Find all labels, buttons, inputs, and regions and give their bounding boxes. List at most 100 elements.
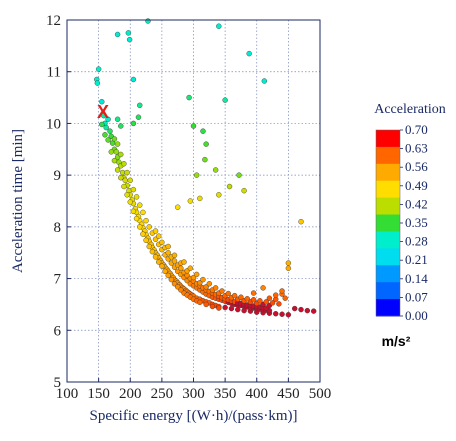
y-tick-label: 9 [54, 168, 62, 184]
colorbar-tick-label: 0.28 [405, 234, 428, 249]
scatter-point [202, 156, 208, 163]
colorbar-tick-label: 0.21 [405, 252, 428, 267]
scatter-point [216, 23, 222, 29]
scatter-point [145, 18, 151, 24]
scatter-point [263, 299, 269, 305]
scatter-point [118, 123, 124, 129]
scatter-point [266, 295, 273, 301]
scatter-point [114, 167, 121, 173]
scatter-point [219, 288, 225, 294]
scatter-point [118, 151, 124, 158]
scatter-point [285, 312, 292, 318]
marker-x-label: X [97, 102, 109, 122]
scatter-point [285, 265, 292, 271]
scatter-point [135, 114, 142, 120]
x-tick-label: 300 [182, 386, 205, 402]
scatter-point [156, 259, 162, 265]
scatter-point [137, 224, 143, 230]
scatter-point [130, 208, 137, 215]
scatter-point [121, 183, 127, 190]
scatter-point [111, 136, 118, 142]
colorbar-tick-label: 0.14 [405, 271, 428, 286]
scatter-point [250, 297, 257, 303]
scatter-point [99, 99, 105, 105]
scatter-point [212, 285, 219, 291]
scatter-point [159, 263, 165, 269]
colorbar-tick-label: 0.42 [405, 196, 428, 211]
scatter-point [103, 124, 109, 131]
scatter-point [279, 288, 285, 294]
scatter-point [193, 172, 200, 178]
scatter-point [226, 183, 233, 190]
plot-area [67, 20, 320, 382]
colorbar-segment [376, 231, 400, 249]
scatter-point [149, 248, 156, 255]
scatter-point [273, 311, 279, 317]
scatter-point [140, 231, 146, 237]
scatter-point [212, 167, 219, 173]
scatter-point [130, 186, 137, 193]
scatter-point [216, 192, 222, 198]
scatter-point [165, 243, 171, 250]
scatter-point [190, 123, 197, 129]
scatter-point [133, 215, 140, 222]
colorbar-segment [376, 248, 400, 266]
scatter-point [228, 305, 235, 312]
colorbar-tick-label: 0.56 [405, 159, 428, 174]
scatter-point [236, 172, 242, 178]
scatter-point [162, 268, 168, 275]
x-tick-label: 400 [246, 386, 269, 402]
scatter-point [105, 116, 111, 122]
x-tick-label: 500 [309, 386, 332, 402]
scatter-point [133, 194, 140, 200]
scatter-point [187, 198, 194, 204]
colorbar-tick-label: 0.49 [405, 178, 428, 193]
y-tick-label: 5 [54, 375, 62, 391]
scatter-point [107, 128, 113, 134]
colorbar-units: m/s² [382, 333, 411, 349]
scatter-point [146, 243, 152, 250]
scatter-point [222, 304, 228, 311]
scatter-point [231, 292, 238, 299]
colorbar-segment [376, 180, 400, 199]
scatter-point [244, 296, 250, 302]
scatter-point [102, 132, 108, 138]
scatter-point [125, 30, 132, 36]
scatter-point [203, 301, 209, 308]
y-tick-label: 6 [54, 323, 62, 339]
scatter-point [94, 80, 101, 86]
scatter-point [298, 218, 304, 225]
scatter-point [241, 187, 247, 194]
colorbar-title: Acceleration [374, 102, 446, 117]
scatter-point [186, 94, 192, 101]
scatter-point [197, 195, 203, 202]
colorbar-tick-label: 0.00 [405, 308, 428, 323]
scatter-point [111, 157, 118, 164]
scatter-point [127, 199, 133, 205]
scatter-point [250, 290, 257, 296]
scatter-point [122, 177, 128, 184]
colorbar-segment [376, 197, 400, 216]
scatter-point [130, 120, 137, 127]
scatter-point [113, 149, 120, 155]
scatter-point [118, 175, 124, 181]
x-tick-label: 150 [87, 386, 110, 402]
y-tick-label: 8 [54, 220, 62, 236]
scatter-point [165, 250, 171, 256]
scatter-point [200, 128, 206, 134]
colorbar-tick-label: 0.70 [405, 122, 428, 137]
scatter-point [273, 292, 279, 298]
scatter-point [282, 295, 288, 301]
scatter-point [197, 299, 203, 306]
scatter-point [279, 311, 285, 317]
scatter-point [146, 224, 152, 230]
y-axis-title: Acceleration time [min] [10, 129, 26, 273]
scatter-point [108, 149, 114, 155]
scatter-point [100, 112, 107, 119]
scatter-point [200, 276, 206, 283]
colorbar-tick-label: 0.35 [405, 215, 428, 230]
scatter-point [174, 204, 181, 210]
x-axis-title: Specific energy [(W·h)/(pass·km)] [90, 408, 298, 424]
scatter-point [126, 36, 133, 43]
scatter-point [298, 306, 304, 313]
